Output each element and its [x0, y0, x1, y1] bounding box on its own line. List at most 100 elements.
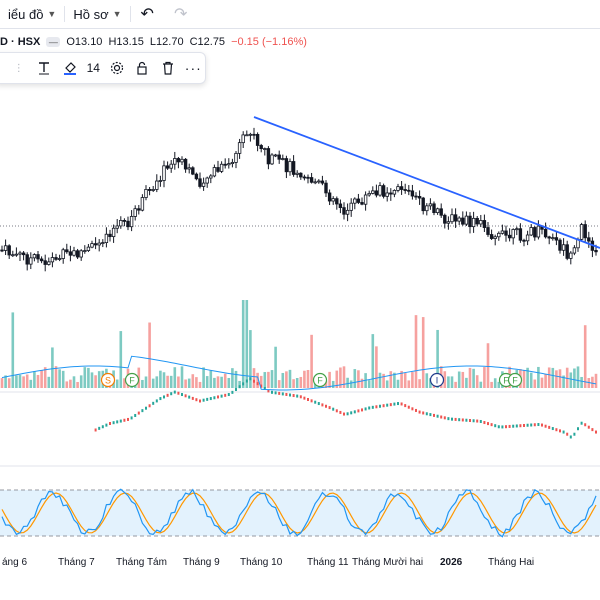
collapse-legend-button[interactable]: —: [46, 37, 61, 47]
chart-menu[interactable]: iểu đồ ▼: [0, 0, 64, 28]
candle-body: [522, 239, 526, 242]
candle-body: [252, 133, 256, 136]
candle-body: [223, 163, 227, 166]
text-icon[interactable]: [32, 55, 55, 81]
candle-body: [356, 198, 361, 203]
volume-bar: [407, 380, 411, 388]
indicator-bar: [400, 402, 403, 406]
candle-body: [111, 227, 116, 238]
indicator-bar: [303, 396, 306, 400]
indicator-bar: [213, 396, 216, 400]
candle-body: [533, 227, 537, 238]
trash-icon[interactable]: [156, 55, 179, 81]
candle-body: [165, 165, 170, 169]
volume-bar: [425, 373, 429, 388]
volume-bar: [83, 367, 87, 388]
candle-body: [119, 220, 123, 227]
indicator-bar: [148, 404, 151, 408]
redo-button[interactable]: ↷: [164, 0, 197, 28]
indicator-bar: [281, 392, 284, 396]
candle-body: [155, 180, 159, 190]
time-axis-label: Tháng Mười hai: [352, 557, 424, 568]
high-value: H13.15: [108, 36, 144, 48]
undo-button[interactable]: ↶: [131, 0, 164, 28]
indicator-bar: [267, 389, 270, 393]
candle-body: [151, 189, 155, 191]
indicator-bar: [483, 421, 486, 425]
indicator-bar: [289, 393, 291, 397]
volume-bar: [270, 370, 274, 388]
indicator-bar: [188, 395, 191, 399]
indicator-bar: [238, 385, 241, 389]
indicator-bar: [494, 424, 497, 428]
settings-icon[interactable]: [105, 55, 128, 81]
indicator-bar: [523, 423, 525, 427]
indicator-bar: [227, 393, 230, 397]
volume-bar: [475, 375, 479, 388]
indicator-bar: [191, 396, 194, 400]
volume-bar: [281, 372, 285, 388]
candle-body: [245, 134, 249, 137]
candle-body: [569, 252, 573, 259]
volume-bar: [119, 331, 123, 388]
volume-bar: [389, 371, 393, 388]
candle-body: [36, 254, 40, 260]
volume-bar: [166, 375, 169, 388]
volume-bar: [22, 376, 25, 388]
volume-bar: [547, 367, 551, 388]
event-marker: [429, 372, 445, 388]
indicator-bar: [325, 404, 327, 408]
more-icon[interactable]: ···: [184, 60, 202, 76]
top-toolbar: iểu đồ ▼ Hồ sơ ▼ ↶ ↷: [0, 0, 600, 29]
profile-menu[interactable]: Hồ sơ ▼: [65, 0, 129, 28]
candle-body: [461, 217, 465, 225]
indicator-bar: [530, 423, 533, 427]
indicator-bar: [145, 406, 147, 410]
candle-body: [353, 198, 357, 204]
volume-bar: [468, 367, 472, 388]
line-width-value[interactable]: 14: [86, 61, 100, 75]
volume-bar: [490, 381, 493, 388]
time-axis-label: Tháng 7: [58, 557, 95, 568]
candle-body: [587, 237, 591, 242]
volume-bar: [544, 374, 547, 388]
fill-icon[interactable]: [58, 55, 81, 81]
volume-bar: [51, 347, 54, 388]
candle-body: [399, 186, 404, 190]
volume-bar: [580, 376, 583, 388]
volume-bar: [450, 376, 454, 388]
lock-icon[interactable]: [131, 55, 154, 81]
event-marker-label: F: [512, 376, 518, 386]
candle-body: [101, 242, 105, 245]
candle-body: [216, 167, 220, 172]
drag-handle-icon[interactable]: ⋮: [13, 62, 24, 74]
close-value: C12.75: [189, 36, 226, 48]
indicator-bar: [177, 391, 180, 395]
symbol-name[interactable]: D · HSX: [0, 36, 41, 48]
volume-bar: [94, 375, 97, 388]
volume-bar: [137, 367, 141, 388]
time-axis-label: Tháng 9: [183, 557, 220, 568]
profile-menu-label: Hồ sơ: [73, 6, 109, 22]
indicator-bar: [537, 423, 540, 427]
indicator-bar: [433, 413, 435, 417]
candle-body: [29, 257, 33, 265]
volume-bar: [195, 377, 198, 388]
candle-body: [432, 203, 436, 214]
volume-bar: [11, 312, 15, 388]
volume-bar: [400, 370, 403, 388]
divider: [129, 6, 131, 22]
candle-body: [525, 234, 530, 242]
volume-bar: [493, 378, 497, 388]
candle-body: [309, 177, 314, 183]
volume-bar: [241, 300, 245, 388]
event-marker-label: I: [436, 376, 439, 386]
candle-body: [227, 163, 231, 166]
candle-body: [259, 145, 263, 150]
candle-body: [439, 208, 443, 216]
candle-body: [281, 158, 285, 160]
undo-icon: ↶: [140, 6, 154, 23]
candle-body: [43, 260, 47, 265]
indicator-bar: [415, 408, 417, 412]
